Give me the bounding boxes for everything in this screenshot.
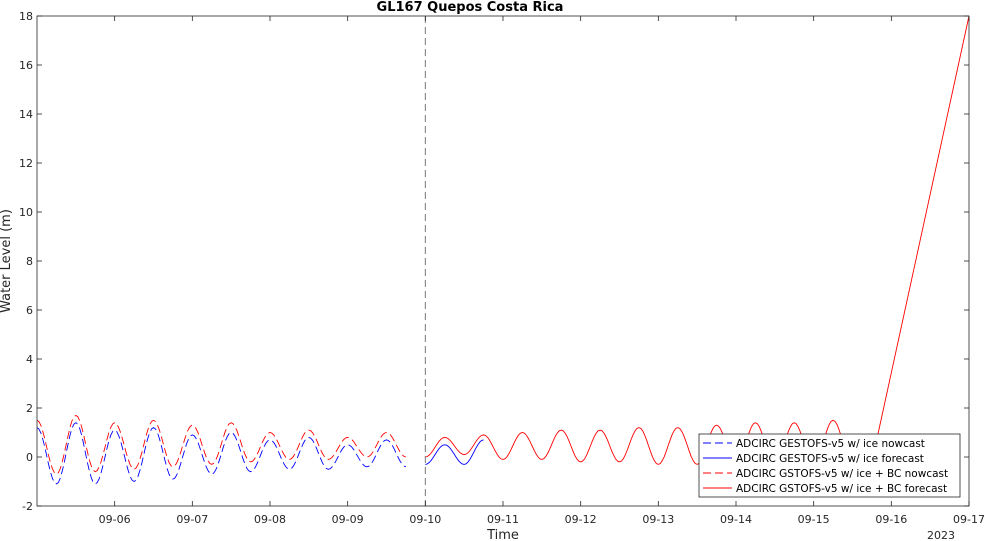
y-tick-label: 8 [26,255,33,268]
y-tick-label: 18 [19,10,33,23]
y-tick-label: 2 [26,402,33,415]
legend-label: ADCIRC GSTOFS-v5 w/ ice + BC forecast [736,483,947,495]
plot-frame [36,15,970,507]
legend: ADCIRC GESTOFS-v5 w/ ice nowcast ADCIRC G… [698,433,961,498]
x-tick-label: 09-15 [798,513,830,526]
legend-label: ADCIRC GESTOFS-v5 w/ ice nowcast [736,438,925,450]
x-tick-label: 09-08 [254,513,286,526]
y-tick-label: -2 [22,500,33,513]
y-tick-label: 12 [19,157,33,170]
y-tick-label: 0 [26,451,33,464]
x-tick-label: 09-14 [720,513,752,526]
series-line-4 [425,15,970,465]
x-axis-label: Time [486,528,519,541]
x-tick-label: 09-09 [332,513,364,526]
x-axis-year-label: 2023 [927,529,955,541]
legend-box [698,433,961,498]
series-layer [36,15,970,485]
x-tick-label: 09-11 [487,513,519,526]
x-tick-label: 09-17 [953,513,985,526]
legend-label: ADCIRC GESTOFS-v5 w/ ice forecast [736,453,924,465]
x-tick-label: 09-13 [642,513,674,526]
y-tick-label: 4 [26,353,33,366]
series-line-3 [36,414,407,475]
plot-area [37,16,969,506]
chart-title: GL167 Quepos Costa Rica [377,0,564,15]
y-axis-label: Water Level (m) [0,209,14,313]
x-tick-label: 09-06 [99,513,131,526]
y-tick-label: 10 [19,206,33,219]
x-tick-label: 09-07 [176,513,208,526]
axis-layer: -2 0 2 4 6 8 10 12 14 16 18 09-06 09-07 09-08 09-09 09-… [19,10,985,526]
y-tick-label: 14 [19,108,33,121]
x-tick-label: 09-16 [875,513,907,526]
series-line-1 [36,422,407,485]
x-tick-label: 09-12 [565,513,597,526]
legend-label: ADCIRC GSTOFS-v5 w/ ice + BC nowcast [736,468,948,480]
y-tick-label: 16 [19,59,33,72]
y-tick-label: 6 [26,304,33,317]
x-tick-label: 09-10 [409,513,441,526]
series-line-2 [425,439,484,465]
